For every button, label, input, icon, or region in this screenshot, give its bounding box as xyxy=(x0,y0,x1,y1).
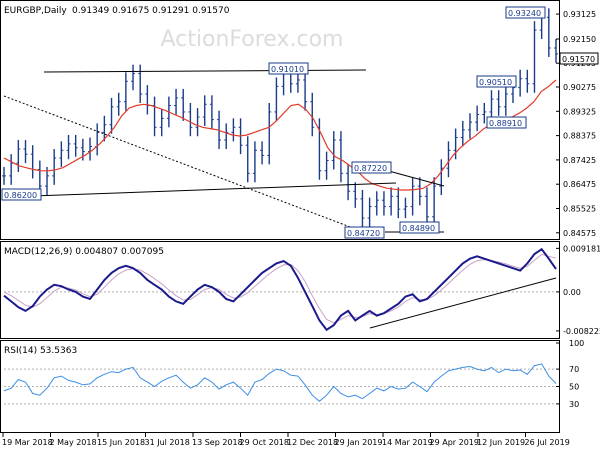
x-tick-label: 12 Dec 2018 xyxy=(287,438,338,447)
rsi-y-tick-label: 30 xyxy=(569,400,579,409)
watermark: ActionForex.com xyxy=(161,27,344,52)
x-tick-label: 14 Mar 2019 xyxy=(382,438,433,447)
price-annotation-box xyxy=(476,75,517,88)
x-tick-label: 2 May 2018 xyxy=(50,438,97,447)
x-tick-label: 26 Jul 2019 xyxy=(525,438,570,447)
macd-signal-line xyxy=(3,253,557,324)
support-line xyxy=(3,182,397,198)
price-annotation-label: 0.86200 xyxy=(4,191,37,200)
symbol-label: EURGBP,Daily xyxy=(4,6,67,16)
macd-panel-frame xyxy=(0,241,560,339)
y-tick-label: 0.92150 xyxy=(563,35,596,44)
price-annotation-box xyxy=(399,221,440,234)
price-annotation-label: 0.87220 xyxy=(354,164,387,173)
x-tick-label: 12 Jun 2019 xyxy=(477,438,525,447)
y-tick-label: 0.87425 xyxy=(563,156,596,165)
last-price-label: 0.91570 xyxy=(562,55,595,64)
price-annotation-box xyxy=(268,62,309,75)
rsi-y-tick-label: 100 xyxy=(569,339,584,348)
x-tick-label: 31 Jul 2018 xyxy=(145,438,190,447)
y-tick-label: 0.89325 xyxy=(563,107,596,116)
price-annotation-label: 0.84720 xyxy=(347,229,380,238)
price-annotation-label: 0.91010 xyxy=(271,65,304,74)
rsi-y-tick-label: 70 xyxy=(569,365,579,374)
macd-y-tick-label: 0.00 xyxy=(563,288,581,297)
x-tick-label: 15 Jun 2018 xyxy=(97,438,145,447)
price-annotation-label: 0.93240 xyxy=(508,9,541,18)
x-tick-label: 13 Sep 2018 xyxy=(192,438,243,447)
y-tick-label: 0.86475 xyxy=(563,180,596,189)
price-annotation-label: 0.84890 xyxy=(402,224,435,233)
price-annotation-box xyxy=(486,116,527,129)
macd-line xyxy=(3,247,557,332)
macd-plot-layer xyxy=(3,247,557,332)
macd-trendline xyxy=(369,277,557,329)
price-annotation-box xyxy=(505,6,546,19)
macd-y-tick-label: 0.009181 xyxy=(563,244,600,253)
main-plot-layer: 0.93240 0.91010 0.90510 0.88910 0.87220 0.862… xyxy=(1,6,558,239)
y-tick-label: 0.88375 xyxy=(563,132,596,141)
x-tick-label: 29 Oct 2018 xyxy=(240,438,289,447)
x-tick-label: 29 Apr 2019 xyxy=(430,438,479,447)
y-tick-label: 0.93125 xyxy=(563,10,596,19)
rsi-plot-layer xyxy=(3,363,557,405)
x-tick-label: 19 Mar 2018 xyxy=(2,438,53,447)
y-tick-label: 0.85525 xyxy=(563,205,596,214)
rsi-title: RSI(14) 53.5363 xyxy=(4,346,77,356)
price-annotation-label: 0.90510 xyxy=(479,78,512,87)
y-tick-label: 0.90275 xyxy=(563,83,596,92)
quote-label: 0.91349 0.91675 0.91291 0.91570 xyxy=(72,6,230,16)
dashed-channel-line xyxy=(3,95,375,237)
resistance-line xyxy=(43,69,367,73)
y-tick-label: 0.84575 xyxy=(563,229,596,238)
rsi-y-tick-label: 50 xyxy=(569,383,579,392)
main-panel-frame xyxy=(0,0,560,240)
moving-average-line xyxy=(3,79,557,191)
price-annotation-label: 0.88910 xyxy=(489,119,522,128)
price-annotation-box xyxy=(344,226,385,239)
macd-title: MACD(12,26,9) 0.004807 0.007095 xyxy=(4,247,164,257)
last-price-tag xyxy=(559,52,599,65)
macd-y-tick-label: -0.008225 xyxy=(563,327,600,336)
rsi-line xyxy=(3,363,557,402)
x-tick-label: 29 Jan 2019 xyxy=(335,438,383,447)
price-annotation-box xyxy=(351,161,392,174)
wedge-upper-line xyxy=(384,169,445,187)
price-annotation-box xyxy=(1,188,42,201)
